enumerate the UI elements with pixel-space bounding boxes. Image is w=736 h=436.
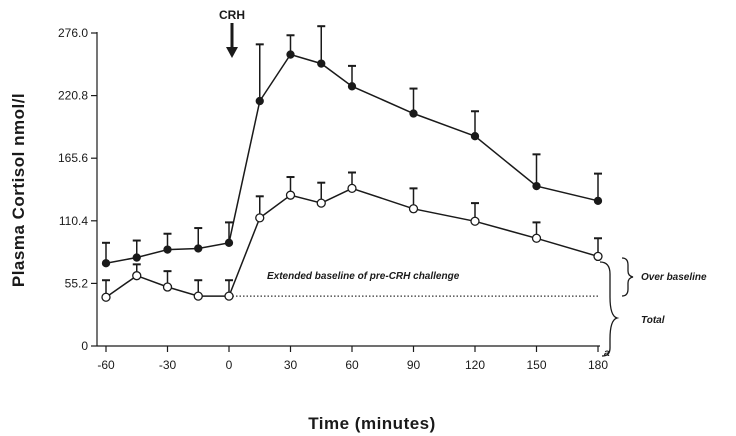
data-point [409,109,418,118]
data-point [132,271,142,281]
data-point [255,213,265,223]
data-point [193,291,203,301]
total-label: Total [641,315,665,326]
x-tick-label: 60 [345,358,359,372]
y-tick-label: 165.6 [58,151,88,165]
x-axis-title: Time (minutes) [308,414,436,433]
y-axis-title: Plasma Cortisol nmol/l [9,93,28,287]
data-point [347,82,357,91]
series-2 [101,171,603,302]
crh-arrow-icon [226,23,238,58]
data-point [470,216,480,226]
series-layer [101,25,603,302]
x-tick-label: 90 [407,358,421,372]
x-tick-label: 0 [226,358,233,372]
data-point [224,291,234,301]
data-point [532,181,541,191]
data-point [163,245,172,254]
data-point [224,238,234,247]
data-point [101,259,111,268]
over-baseline-brace [621,257,634,297]
data-point [593,251,603,262]
y-tick-label: 220.8 [58,89,88,103]
x-tick-label: 150 [526,358,546,372]
data-point [132,253,141,262]
crh-label: CRH [219,8,245,22]
x-tick-label: 120 [465,358,485,372]
data-point [286,50,295,59]
series-1 [101,25,603,268]
data-point [316,198,326,208]
axes [96,32,600,347]
x-tick-label: -60 [97,358,115,372]
data-point [162,282,173,292]
x-tick-label: 180 [588,358,608,372]
data-point [470,132,480,141]
data-point [408,204,419,214]
panel-mark: a [604,348,610,359]
x-tick-label: -30 [159,358,177,372]
data-point [194,244,203,253]
x-tick-label: 30 [284,358,298,372]
data-point [285,190,296,200]
data-point [347,183,357,194]
y-tick-label: 55.2 [65,276,89,290]
data-point [317,59,326,68]
over-baseline-label: Over baseline [641,272,707,283]
y-tick-label: 0 [81,339,88,353]
data-point [101,292,111,302]
x-ticks: -60 -30 0 30 60 90 120 150 180 [97,346,608,372]
y-ticks: 0 55.2 110.4 165.6 220.8 276.0 [58,26,97,353]
baseline-label: Extended baseline of pre-CRH challenge [267,271,460,282]
total-brace [599,261,620,357]
data-point [531,233,542,243]
y-tick-label: 276.0 [58,26,88,40]
data-point [255,96,264,106]
data-point [593,196,603,205]
y-tick-label: 110.4 [59,214,88,228]
